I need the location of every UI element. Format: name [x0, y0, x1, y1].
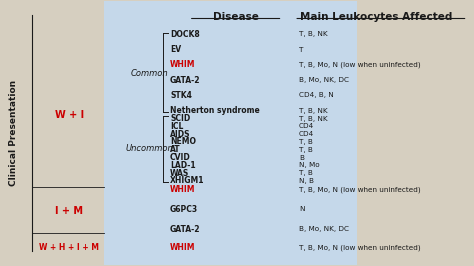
- Text: GATA-2: GATA-2: [170, 76, 201, 85]
- Text: WAS: WAS: [170, 169, 189, 178]
- Text: T: T: [299, 47, 303, 53]
- Text: B, Mo, NK, DC: B, Mo, NK, DC: [299, 226, 349, 232]
- Text: N, Mo: N, Mo: [299, 162, 319, 168]
- Text: T, B: T, B: [299, 139, 313, 145]
- Text: W + I: W + I: [55, 110, 84, 120]
- Text: Netherton syndrome: Netherton syndrome: [170, 106, 260, 115]
- Text: T, B, Mo, N (low when uninfected): T, B, Mo, N (low when uninfected): [299, 244, 420, 251]
- Text: N, B: N, B: [299, 178, 314, 184]
- Text: NEMO: NEMO: [170, 138, 196, 146]
- Text: CVID: CVID: [170, 153, 191, 162]
- Text: AT: AT: [170, 145, 181, 154]
- Text: XHIGM1: XHIGM1: [170, 176, 205, 185]
- Text: WHIM: WHIM: [170, 60, 196, 69]
- Text: Uncommon: Uncommon: [126, 144, 173, 153]
- Text: CD4: CD4: [299, 123, 314, 129]
- Text: LAD-1: LAD-1: [170, 161, 196, 170]
- FancyBboxPatch shape: [104, 1, 357, 265]
- Text: EV: EV: [170, 45, 181, 54]
- Text: T, B: T, B: [299, 147, 313, 153]
- Text: ICL: ICL: [170, 122, 183, 131]
- Text: T, B, Mo, N (low when uninfected): T, B, Mo, N (low when uninfected): [299, 61, 420, 68]
- Text: I + M: I + M: [55, 206, 83, 216]
- Text: B: B: [299, 155, 304, 160]
- Text: CD4, B, N: CD4, B, N: [299, 92, 334, 98]
- Text: T, B: T, B: [299, 170, 313, 176]
- Text: T, B, NK: T, B, NK: [299, 115, 328, 122]
- Text: Clinical Presentation: Clinical Presentation: [9, 80, 18, 186]
- Text: DOCK8: DOCK8: [170, 30, 200, 39]
- Text: N: N: [299, 206, 304, 212]
- Text: W + H + I + M: W + H + I + M: [39, 243, 100, 252]
- Text: SCID: SCID: [170, 114, 190, 123]
- Text: STK4: STK4: [170, 91, 192, 100]
- Text: Common: Common: [130, 69, 168, 78]
- Text: T, B, NK: T, B, NK: [299, 31, 328, 37]
- Text: Main Leukocytes Affected: Main Leukocytes Affected: [300, 12, 452, 22]
- Text: G6PC3: G6PC3: [170, 205, 198, 214]
- Text: GATA-2: GATA-2: [170, 225, 201, 234]
- Text: T, B, NK: T, B, NK: [299, 108, 328, 114]
- Text: WHIM: WHIM: [170, 243, 196, 252]
- Text: WHIM: WHIM: [170, 185, 196, 194]
- Text: AIDS: AIDS: [170, 130, 191, 139]
- Text: T, B, Mo, N (low when uninfected): T, B, Mo, N (low when uninfected): [299, 186, 420, 193]
- Text: Disease: Disease: [213, 12, 259, 22]
- Text: B, Mo, NK, DC: B, Mo, NK, DC: [299, 77, 349, 83]
- Text: CD4: CD4: [299, 131, 314, 137]
